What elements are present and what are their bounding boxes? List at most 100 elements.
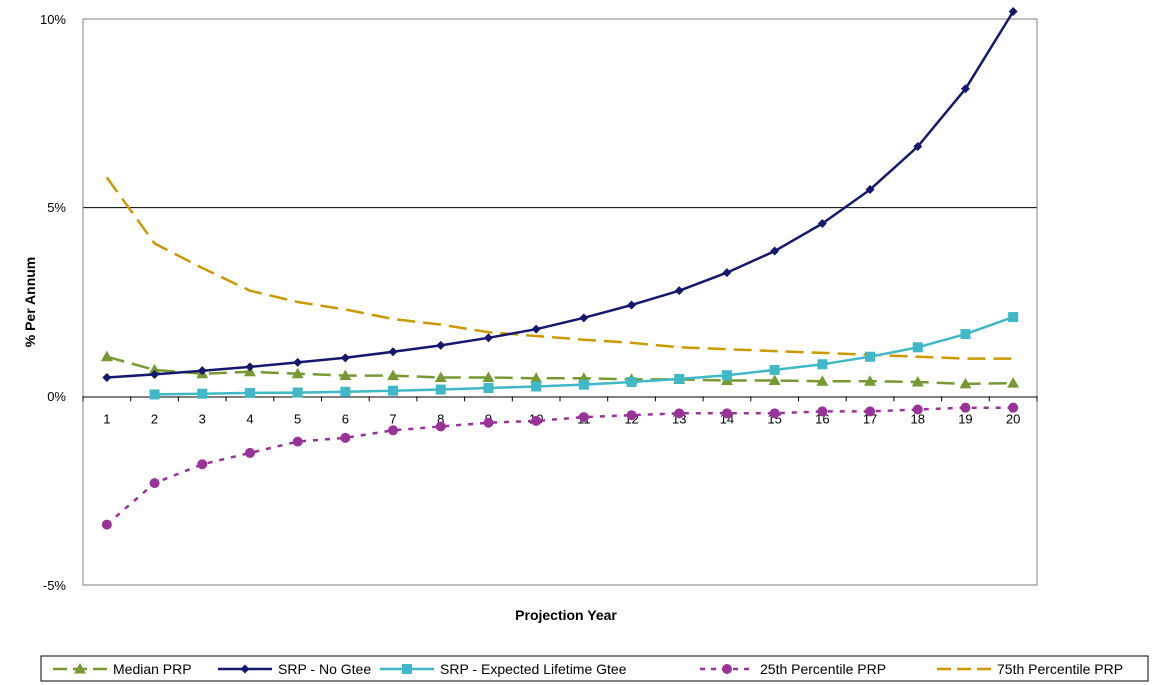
data-point [722,268,732,278]
data-point [435,384,446,395]
legend-item: Median PRP [53,661,192,677]
data-point [865,406,876,417]
data-point [578,379,589,390]
series-srp-expected-lifetime-gtee [149,312,1019,400]
data-point [960,329,971,340]
y-tick-label: -5% [43,578,67,593]
data-point [768,374,781,385]
data-point [627,300,637,310]
series-25th-percentile-prp [101,402,1019,530]
legend-marker [74,663,86,674]
x-tick-label: 18 [911,411,925,426]
legend-swatch [380,664,434,674]
legend-marker [402,664,412,674]
data-point [626,376,637,387]
x-tick-label: 6 [342,411,349,426]
data-point [148,363,161,375]
data-point [340,353,350,363]
data-point [959,377,972,389]
data-point [626,410,637,421]
legend-item: 75th Percentile PRP [937,661,1123,677]
legend-swatch [700,664,754,674]
data-point [100,350,113,362]
data-point [388,385,399,396]
data-point [150,369,160,379]
data-point [674,408,685,419]
legend-label: Median PRP [113,661,192,677]
data-point [244,387,255,398]
data-point [292,387,303,398]
data-point [531,381,542,392]
legend-swatch [218,664,272,674]
data-point [293,357,303,367]
data-point [1008,402,1019,413]
series-layer [100,6,1020,530]
data-point [101,519,112,530]
data-point [579,313,589,323]
data-point [913,142,923,152]
y-tick-label: 0% [47,389,66,404]
x-tick-label: 20 [1006,411,1020,426]
x-tick-label: 7 [389,411,396,426]
data-point [340,386,351,397]
series-75th-percentile-prp [105,176,1014,360]
series-line [105,406,1014,526]
data-point [531,324,541,334]
data-point [769,408,780,419]
data-point [817,219,827,229]
legend-marker [240,664,250,674]
data-point [769,364,780,375]
data-point [531,415,542,426]
data-point [482,371,495,382]
legend-label: 75th Percentile PRP [997,661,1123,677]
data-point [245,362,255,372]
data-point [149,478,160,489]
data-point [435,421,446,432]
legend-swatch [53,663,107,674]
data-point [483,417,494,428]
x-tick-label: 3 [199,411,206,426]
y-tick-label: 10% [40,12,66,27]
data-point [530,372,543,383]
x-tick-label: 8 [437,411,444,426]
x-tick-label: 16 [815,411,829,426]
data-point [434,371,447,382]
data-point [1008,312,1019,323]
data-point [149,389,160,400]
data-point [387,369,400,381]
x-tick-label: 2 [151,411,158,426]
data-point [817,406,828,417]
data-point [912,342,923,353]
data-point [770,246,780,256]
data-point [816,375,829,386]
x-tick-label: 17 [863,411,877,426]
data-point [674,373,685,384]
legend-marker [722,664,732,674]
x-tick-label: 4 [246,411,253,426]
data-point [912,404,923,415]
data-point [197,366,207,376]
data-point [436,340,446,350]
x-tick-label: 5 [294,411,301,426]
data-point [960,402,971,413]
data-point [197,459,208,470]
data-point [864,375,877,386]
legend-item: SRP - No Gtee [218,661,371,677]
x-tick-label: 1 [103,411,110,426]
data-point [817,359,828,370]
data-point [721,370,732,381]
data-point [483,383,494,394]
data-point [483,333,493,343]
legend-item: 25th Percentile PRP [700,661,886,677]
data-point [102,372,112,382]
data-point [1008,6,1018,16]
legend-label: SRP - Expected Lifetime Gtee [440,661,627,677]
data-point [339,369,352,381]
y-tick-labels: 10% 5% 0% -5% [40,12,66,593]
data-point [388,347,398,357]
data-point [865,351,876,362]
data-point [340,432,351,443]
